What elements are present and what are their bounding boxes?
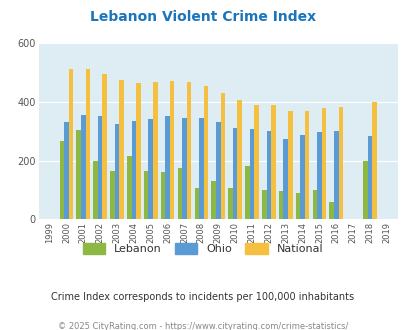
Bar xyxy=(362,161,367,219)
Bar xyxy=(338,107,342,219)
Bar xyxy=(316,132,321,219)
Legend: Lebanon, Ohio, National: Lebanon, Ohio, National xyxy=(78,239,327,258)
Bar xyxy=(287,111,292,219)
Bar xyxy=(367,136,371,219)
Bar xyxy=(98,116,102,219)
Bar xyxy=(119,80,124,219)
Bar xyxy=(215,122,220,219)
Bar xyxy=(93,161,98,219)
Bar xyxy=(249,129,254,219)
Bar xyxy=(333,131,338,219)
Bar xyxy=(300,135,304,219)
Bar xyxy=(60,142,64,219)
Bar xyxy=(102,74,107,219)
Bar xyxy=(169,81,174,219)
Bar xyxy=(220,93,224,219)
Bar xyxy=(283,139,287,219)
Bar xyxy=(371,102,376,219)
Bar xyxy=(186,82,191,219)
Bar xyxy=(81,115,85,219)
Bar xyxy=(329,202,333,219)
Bar xyxy=(312,190,316,219)
Bar xyxy=(136,82,141,219)
Bar xyxy=(165,116,169,219)
Bar xyxy=(76,130,81,219)
Bar xyxy=(182,118,186,219)
Bar xyxy=(85,69,90,219)
Bar xyxy=(228,188,232,219)
Bar xyxy=(194,188,198,219)
Bar xyxy=(203,85,208,219)
Bar xyxy=(321,108,326,219)
Bar xyxy=(295,193,300,219)
Bar xyxy=(271,105,275,219)
Bar xyxy=(254,105,258,219)
Bar xyxy=(198,118,203,219)
Bar xyxy=(148,119,153,219)
Bar xyxy=(211,181,215,219)
Text: © 2025 CityRating.com - https://www.cityrating.com/crime-statistics/: © 2025 CityRating.com - https://www.city… xyxy=(58,322,347,330)
Bar xyxy=(127,156,131,219)
Bar xyxy=(177,168,182,219)
Bar xyxy=(266,131,271,219)
Bar xyxy=(110,171,115,219)
Text: Crime Index corresponds to incidents per 100,000 inhabitants: Crime Index corresponds to incidents per… xyxy=(51,292,354,302)
Bar xyxy=(160,172,165,219)
Bar xyxy=(237,100,241,219)
Bar xyxy=(131,121,136,219)
Bar xyxy=(232,128,237,219)
Bar xyxy=(64,122,68,219)
Bar xyxy=(245,166,249,219)
Text: Lebanon Violent Crime Index: Lebanon Violent Crime Index xyxy=(90,10,315,24)
Bar xyxy=(153,82,157,219)
Bar xyxy=(278,191,283,219)
Bar xyxy=(261,190,266,219)
Bar xyxy=(115,124,119,219)
Bar xyxy=(68,69,73,219)
Bar xyxy=(304,111,309,219)
Bar xyxy=(143,171,148,219)
